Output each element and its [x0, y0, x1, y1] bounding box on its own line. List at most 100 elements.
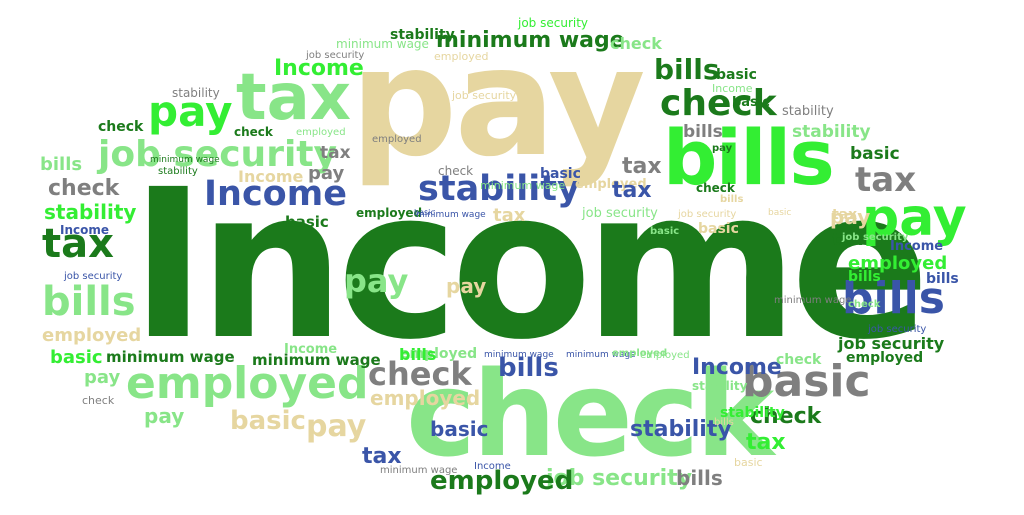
- cloud-word: basic: [540, 166, 581, 182]
- cloud-word: bills: [654, 53, 720, 86]
- cloud-word: bills: [42, 279, 136, 325]
- cloud-word: Income: [284, 342, 338, 357]
- cloud-word: pay: [446, 274, 487, 298]
- cloud-word: bills: [399, 345, 437, 364]
- cloud-word: pay: [830, 205, 871, 229]
- cloud-word: stability: [418, 169, 580, 209]
- cloud-word: stability: [44, 200, 137, 224]
- cloud-word: check: [848, 299, 881, 310]
- cloud-word: check: [438, 164, 474, 178]
- cloud-word: tax: [832, 230, 863, 250]
- cloud-word: pay: [148, 87, 233, 136]
- cloud-word: minimum wage: [774, 295, 852, 306]
- cloud-word: job security: [306, 50, 365, 61]
- cloud-word: bills: [842, 273, 945, 324]
- cloud-word: Income: [474, 461, 511, 472]
- cloud-word: tax: [493, 205, 526, 226]
- cloud-word: pay: [84, 367, 121, 388]
- cloud-word: stability: [782, 104, 834, 119]
- cloud-word: employed: [612, 348, 668, 359]
- cloud-word: check: [368, 355, 472, 393]
- cloud-word: employed: [640, 350, 690, 361]
- cloud-word: bills: [720, 194, 744, 205]
- cloud-word: tax: [612, 178, 652, 203]
- cloud-word: employed: [356, 206, 423, 220]
- cloud-word: stability: [692, 379, 748, 393]
- cloud-word: job security: [64, 271, 123, 282]
- cloud-word: employed: [434, 50, 489, 63]
- cloud-word: bills: [926, 271, 959, 287]
- cloud-word: basic: [414, 208, 435, 217]
- cloud-word: stability: [158, 166, 198, 177]
- cloud-word: basic: [716, 67, 757, 83]
- cloud-word: minimum wage: [336, 37, 429, 51]
- cloud-word: tax: [362, 444, 402, 469]
- cloud-word: bills: [40, 154, 83, 175]
- cloud-word: job security: [546, 466, 693, 491]
- cloud-word: tax: [42, 221, 114, 267]
- cloud-word: job security: [518, 16, 589, 30]
- cloud-word: basic: [850, 144, 900, 164]
- cloud-word: employed: [575, 177, 647, 192]
- cloud-word: check: [48, 176, 120, 201]
- cloud-word: tax: [832, 207, 858, 223]
- cloud-word: employed: [846, 350, 924, 366]
- cloud-word: minimum wage: [416, 210, 486, 220]
- cloud-word: employed: [400, 346, 478, 362]
- cloud-word: basic: [230, 406, 306, 436]
- cloud-word: check: [234, 125, 273, 139]
- cloud-word: basic: [768, 208, 792, 218]
- cloud-word: job security: [98, 134, 337, 175]
- cloud-word: bills: [663, 113, 835, 202]
- cloud-word: employed: [848, 253, 948, 274]
- cloud-word: basic: [734, 456, 763, 469]
- cloud-word: bills: [848, 269, 881, 285]
- cloud-word: bills: [676, 466, 723, 490]
- cloud-word: Income: [60, 223, 110, 237]
- cloud-word: tax: [855, 160, 917, 200]
- cloud-word: employed: [372, 134, 422, 145]
- cloud-word: basic: [430, 417, 489, 441]
- cloud-word: employed: [370, 386, 481, 410]
- cloud-word: stability: [792, 122, 871, 142]
- cloud-word: job security: [868, 324, 927, 335]
- cloud-word: tax: [236, 61, 352, 135]
- cloud-word: check: [610, 34, 662, 53]
- cloud-word: check: [82, 394, 115, 407]
- cloud-word: minimum wage: [436, 28, 625, 53]
- cloud-word: job security: [452, 89, 517, 102]
- cloud-word: bills: [714, 417, 734, 428]
- cloud-word: minimum wage: [566, 350, 636, 360]
- cloud-word: Income: [274, 56, 364, 81]
- cloud-word: job security: [842, 232, 909, 243]
- cloud-word: job security: [582, 206, 658, 221]
- cloud-word: pay: [344, 262, 409, 300]
- cloud-word: Income: [130, 145, 930, 385]
- cloud-word: tax: [622, 154, 662, 179]
- cloud-word: job security: [678, 209, 737, 220]
- cloud-word: Income: [238, 167, 304, 186]
- cloud-word: Income: [890, 239, 944, 254]
- cloud-word: minimum wage: [484, 350, 554, 360]
- cloud-word: minimum wage: [380, 465, 458, 476]
- cloud-word: check: [776, 352, 822, 368]
- cloud-word: employed: [430, 466, 574, 496]
- cloud-word: basic: [50, 347, 103, 368]
- cloud-word: basic: [732, 95, 770, 110]
- cloud-word: employed: [42, 325, 142, 346]
- cloud-word: stability: [720, 405, 785, 421]
- cloud-word: bills: [498, 353, 559, 383]
- cloud-word: stability: [630, 417, 732, 442]
- cloud-word: basic: [742, 356, 871, 407]
- cloud-word: pay: [350, 16, 646, 190]
- cloud-word: pay: [712, 143, 733, 154]
- cloud-word: employed: [126, 358, 369, 409]
- cloud-word: basic: [650, 226, 680, 237]
- cloud-word: tax: [320, 143, 351, 163]
- cloud-word: check: [660, 83, 777, 124]
- cloud-word: Income: [712, 82, 753, 95]
- cloud-word: employed: [296, 127, 346, 138]
- cloud-word: check: [696, 181, 735, 195]
- cloud-word: bills: [683, 122, 723, 142]
